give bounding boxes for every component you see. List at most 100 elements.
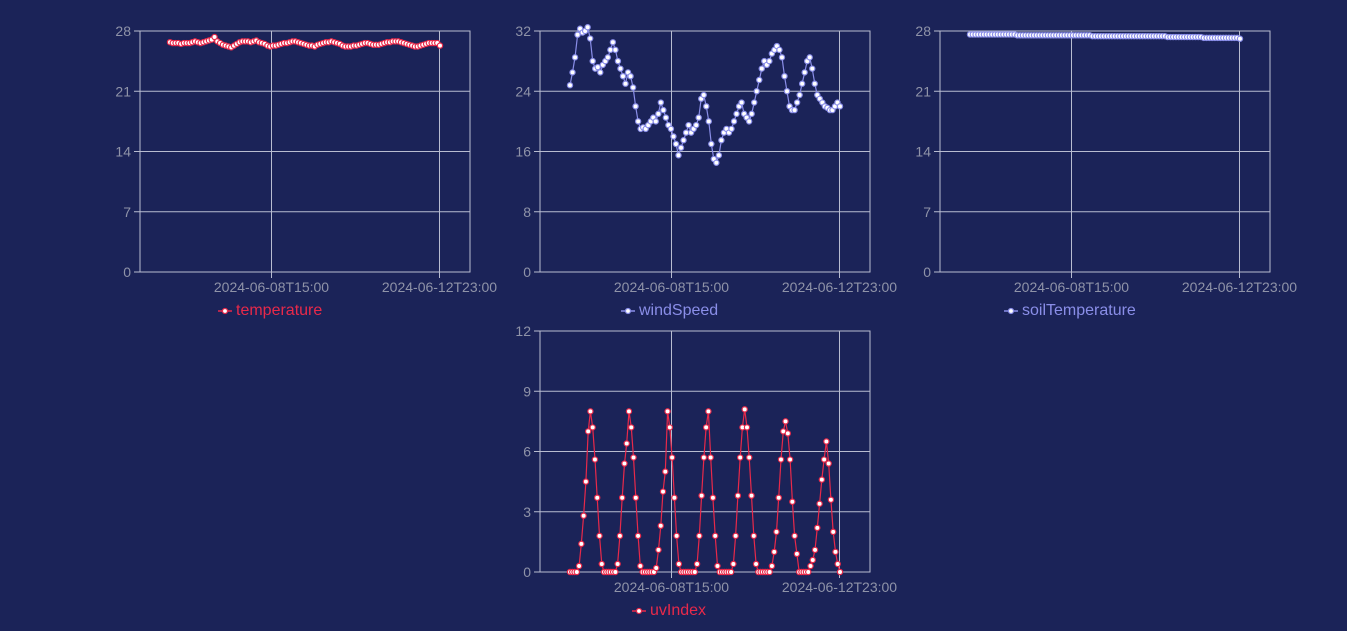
data-point[interactable] [730, 118, 738, 125]
data-point[interactable] [618, 494, 626, 501]
data-point[interactable] [768, 562, 776, 570]
data-point[interactable] [211, 33, 218, 41]
data-point[interactable] [775, 494, 782, 501]
data-point[interactable] [566, 82, 574, 89]
data-point[interactable] [609, 39, 617, 46]
data-point[interactable] [594, 63, 601, 71]
data-point[interactable] [782, 418, 789, 425]
data-point[interactable] [657, 99, 665, 106]
data-point[interactable] [748, 492, 755, 499]
data-point[interactable] [671, 494, 678, 501]
data-point[interactable] [587, 408, 594, 415]
data-point[interactable] [691, 568, 698, 576]
data-point[interactable] [715, 152, 723, 159]
uv-index-legend[interactable]: uvIndex [632, 602, 706, 620]
data-point[interactable] [685, 121, 692, 129]
data-point[interactable] [783, 88, 791, 95]
data-point[interactable] [713, 159, 720, 166]
data-point[interactable] [736, 454, 744, 461]
data-point[interactable] [758, 65, 765, 72]
data-point[interactable] [751, 99, 758, 106]
data-point[interactable] [627, 72, 634, 80]
data-point[interactable] [575, 562, 583, 570]
data-point[interactable] [662, 468, 669, 475]
data-point[interactable] [589, 424, 596, 431]
data-point[interactable] [709, 494, 717, 501]
data-point[interactable] [622, 80, 629, 87]
data-point[interactable] [793, 99, 801, 106]
data-point[interactable] [573, 568, 581, 576]
data-point[interactable] [625, 408, 633, 415]
data-point[interactable] [730, 560, 737, 568]
data-point[interactable] [777, 456, 785, 463]
data-point[interactable] [728, 125, 735, 133]
data-point[interactable] [614, 57, 622, 65]
data-point[interactable] [682, 129, 690, 136]
data-point[interactable] [823, 438, 830, 445]
data-point[interactable] [703, 103, 710, 110]
data-point[interactable] [827, 496, 835, 503]
data-point[interactable] [784, 430, 792, 437]
temperature-legend[interactable]: temperature [218, 302, 322, 320]
data-point[interactable] [743, 424, 751, 431]
wind-speed-legend[interactable]: windSpeed [621, 302, 718, 320]
data-point[interactable] [612, 46, 619, 54]
data-point[interactable] [798, 80, 806, 87]
data-point[interactable] [698, 492, 705, 499]
data-point[interactable] [668, 454, 676, 461]
data-point[interactable] [746, 454, 753, 461]
data-point[interactable] [834, 560, 841, 568]
data-point[interactable] [628, 424, 635, 431]
data-point[interactable] [712, 532, 719, 540]
data-point[interactable] [696, 532, 703, 540]
data-point[interactable] [786, 456, 794, 463]
data-point[interactable] [811, 80, 818, 87]
data-point[interactable] [589, 57, 596, 65]
data-point[interactable] [578, 540, 585, 548]
data-point[interactable] [738, 99, 745, 106]
data-point[interactable] [662, 114, 670, 121]
data-point[interactable] [574, 31, 581, 38]
data-point[interactable] [630, 454, 637, 461]
soil-temperature-legend[interactable]: soilTemperature [1004, 302, 1136, 320]
data-point[interactable] [672, 140, 680, 148]
data-point[interactable] [659, 488, 667, 495]
data-point[interactable] [616, 532, 624, 540]
data-point[interactable] [733, 110, 740, 118]
data-point[interactable] [634, 532, 642, 540]
data-point[interactable] [666, 424, 674, 431]
data-point[interactable] [714, 562, 721, 570]
data-point[interactable] [582, 478, 590, 485]
data-point[interactable] [664, 408, 671, 415]
data-point[interactable] [791, 106, 798, 114]
data-point[interactable] [569, 69, 576, 76]
data-point[interactable] [766, 57, 773, 65]
data-point[interactable] [614, 560, 621, 568]
data-point[interactable] [619, 72, 627, 80]
data-point[interactable] [594, 494, 601, 501]
data-point[interactable] [750, 532, 757, 540]
data-point[interactable] [700, 91, 707, 99]
data-point[interactable] [653, 564, 660, 572]
data-point[interactable] [718, 137, 725, 144]
data-point[interactable] [732, 532, 739, 540]
data-point[interactable] [766, 568, 773, 576]
data-point[interactable] [598, 560, 605, 568]
data-point[interactable] [612, 568, 619, 576]
data-point[interactable] [791, 532, 798, 540]
data-point[interactable] [607, 46, 614, 54]
data-point[interactable] [796, 91, 803, 99]
data-point[interactable] [771, 548, 778, 556]
data-point[interactable] [829, 528, 837, 536]
data-point[interactable] [621, 460, 628, 467]
data-point[interactable] [655, 110, 662, 118]
data-point[interactable] [675, 560, 683, 568]
data-point[interactable] [752, 560, 760, 568]
data-point[interactable] [816, 500, 823, 507]
data-point[interactable] [632, 103, 639, 110]
data-point[interactable] [675, 152, 682, 159]
data-point[interactable] [773, 528, 780, 536]
data-point[interactable] [596, 532, 603, 540]
data-point[interactable] [705, 118, 712, 125]
data-point[interactable] [734, 492, 742, 499]
